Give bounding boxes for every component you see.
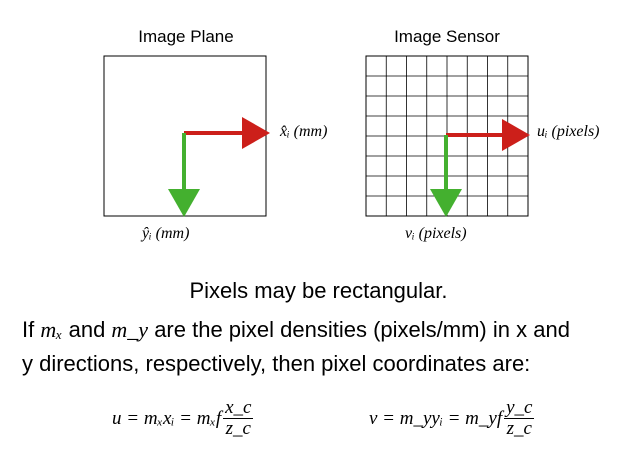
my-symbol: m_y (111, 317, 149, 342)
u-formula-denominator: z_c (225, 418, 251, 439)
image-sensor-x-label: uᵢ (pixels) (537, 123, 600, 140)
u-formula-fraction: x_c z_c (223, 397, 254, 439)
image-sensor-y-label: vᵢ (pixels) (405, 225, 467, 242)
v-formula-lhs: v = m_yyᵢ = m_yf (369, 407, 503, 429)
u-formula-lhs: u = mₓxᵢ = mₓf (112, 407, 222, 429)
image-plane-x-label: x̂ᵢ (mm) (280, 123, 328, 140)
body-line-1-part-c: are the pixel densities (pixels/mm) in x… (148, 317, 570, 342)
image-plane-title: Image Plane (138, 27, 234, 46)
v-formula-numerator: y_c (504, 397, 535, 419)
v-formula-fraction: y_c z_c (504, 397, 535, 439)
v-formula: v = m_yyᵢ = m_yf y_c z_c (369, 397, 535, 439)
body-line-1: If mₓ and m_y are the pixel densities (p… (22, 313, 570, 347)
mx-symbol: mₓ (40, 317, 63, 342)
v-formula-denominator: z_c (506, 418, 532, 439)
u-formula-numerator: x_c (223, 397, 254, 419)
body-line-1-part-a: If (22, 317, 41, 342)
body-line-2: y directions, respectively, then pixel c… (22, 351, 531, 376)
u-formula: u = mₓxᵢ = mₓf x_c z_c (112, 397, 254, 439)
image-plane-y-label: ŷᵢ (mm) (142, 225, 190, 242)
image-sensor-title: Image Sensor (394, 27, 500, 46)
headline: Pixels may be rectangular. (189, 278, 448, 303)
body-line-1-part-b: and (62, 317, 112, 342)
